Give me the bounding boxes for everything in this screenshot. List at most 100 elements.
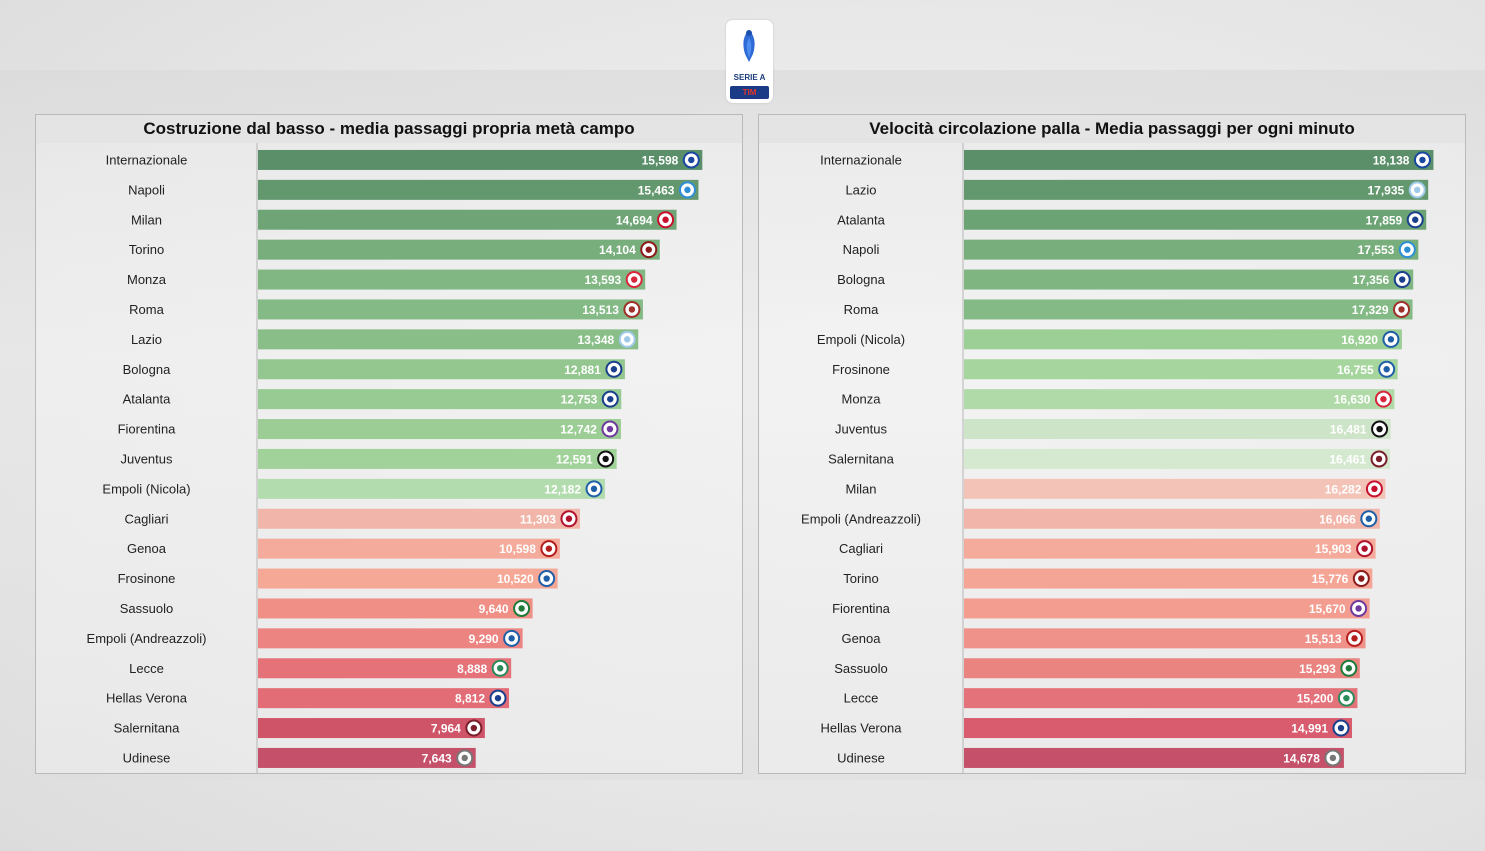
value-label: 14,678 (1283, 751, 1320, 765)
crest-center (630, 276, 638, 283)
value-label: 15,200 (1297, 692, 1334, 706)
value-label: 7,964 (431, 722, 461, 736)
category-label: Atalanta (837, 212, 885, 227)
serie-a-logo: SERIE A TIM (726, 20, 773, 103)
value-label: 17,859 (1366, 213, 1403, 227)
category-label: Roma (129, 302, 164, 317)
chart-panel-left: Costruzione dal basso - media passaggi p… (35, 114, 743, 774)
value-label: 16,481 (1330, 423, 1367, 437)
value-label: 15,513 (1305, 632, 1342, 646)
crest-center (1361, 545, 1368, 552)
value-label: 16,630 (1334, 393, 1371, 407)
crest-center (645, 246, 652, 253)
bar (258, 747, 476, 768)
crest-center (1414, 186, 1421, 194)
value-label: 17,553 (1358, 243, 1395, 257)
crest-center (1412, 216, 1419, 223)
category-label: Lecce (844, 691, 879, 706)
crest-center (688, 156, 695, 164)
category-label: Milan (845, 481, 876, 496)
crest-center (610, 366, 618, 373)
crest-center (494, 694, 502, 702)
category-label: Juventus (120, 451, 173, 466)
bar (258, 478, 606, 499)
value-label: 15,598 (642, 153, 679, 167)
crest-center (607, 395, 614, 403)
bar (258, 568, 558, 589)
category-label: Empoli (Nicola) (817, 332, 905, 347)
crest-center (508, 635, 515, 642)
bar (964, 299, 1413, 320)
bar (964, 538, 1376, 559)
crest-center (624, 336, 631, 343)
bar (258, 359, 625, 380)
value-label: 11,303 (520, 512, 556, 526)
crest-center (1376, 425, 1383, 433)
category-label: Internazionale (106, 152, 188, 167)
bar (258, 239, 660, 260)
value-label: 10,520 (497, 572, 534, 586)
crest-center (684, 186, 691, 194)
crest-center (1351, 635, 1358, 642)
value-label: 17,935 (1367, 183, 1404, 197)
bar-chart-left: Internazionale 15,598 Napoli 15,463 Milan 14,… (87, 143, 703, 773)
value-label: 12,591 (556, 452, 593, 466)
crest-center (606, 425, 614, 433)
bar (964, 239, 1419, 260)
value-label: 12,182 (544, 482, 581, 496)
category-label: Sassuolo (120, 601, 173, 616)
value-label: 12,742 (560, 423, 597, 437)
category-label: Genoa (127, 541, 167, 556)
category-label: Bologna (123, 362, 171, 377)
category-label: Salernitana (828, 451, 895, 466)
category-label: Frosinone (118, 571, 176, 586)
crest-center (1404, 246, 1411, 253)
bar (258, 179, 699, 200)
bar (964, 598, 1370, 619)
bar (964, 448, 1391, 469)
bar (964, 718, 1353, 739)
bar (258, 658, 512, 679)
crest-center (470, 724, 478, 732)
category-label: Empoli (Nicola) (102, 481, 190, 496)
crest-center (1398, 306, 1405, 313)
bar (964, 568, 1373, 589)
category-label: Torino (129, 242, 164, 257)
bar (964, 658, 1360, 679)
category-label: Empoli (Andreazzoli) (87, 631, 207, 646)
crest-center (1375, 455, 1383, 463)
value-label: 12,881 (564, 363, 601, 377)
bar (964, 149, 1434, 170)
crest-center (496, 665, 504, 672)
bar (258, 389, 622, 410)
value-label: 10,598 (499, 542, 536, 556)
crest-center (461, 754, 468, 762)
crest-center (1399, 276, 1406, 283)
chart-panel-right: Velocità circolazione palla - Media pass… (758, 114, 1466, 774)
category-label: Cagliari (124, 511, 168, 526)
category-label: Frosinone (832, 362, 890, 377)
bar (964, 359, 1398, 380)
value-label: 17,356 (1353, 273, 1390, 287)
value-label: 13,348 (578, 333, 615, 347)
value-label: 16,066 (1319, 512, 1356, 526)
category-label: Milan (131, 212, 162, 227)
bar (258, 688, 510, 709)
bar (258, 149, 703, 170)
crest-center (628, 306, 636, 313)
value-label: 8,812 (455, 692, 485, 706)
value-label: 16,282 (1325, 482, 1362, 496)
crest-center (565, 515, 573, 522)
value-label: 14,694 (616, 213, 653, 227)
value-label: 16,920 (1341, 333, 1378, 347)
bar (258, 628, 523, 649)
category-label: Monza (841, 392, 881, 407)
bar-chart-right: Internazionale 18,138 Lazio 17,935 Atalanta 1… (801, 143, 1434, 773)
value-label: 14,104 (599, 243, 636, 257)
crest-center (1387, 336, 1395, 343)
category-label: Roma (844, 302, 879, 317)
category-label: Hellas Verona (106, 691, 188, 706)
category-label: Internazionale (820, 152, 902, 167)
bar (258, 329, 639, 350)
category-label: Napoli (843, 242, 880, 257)
